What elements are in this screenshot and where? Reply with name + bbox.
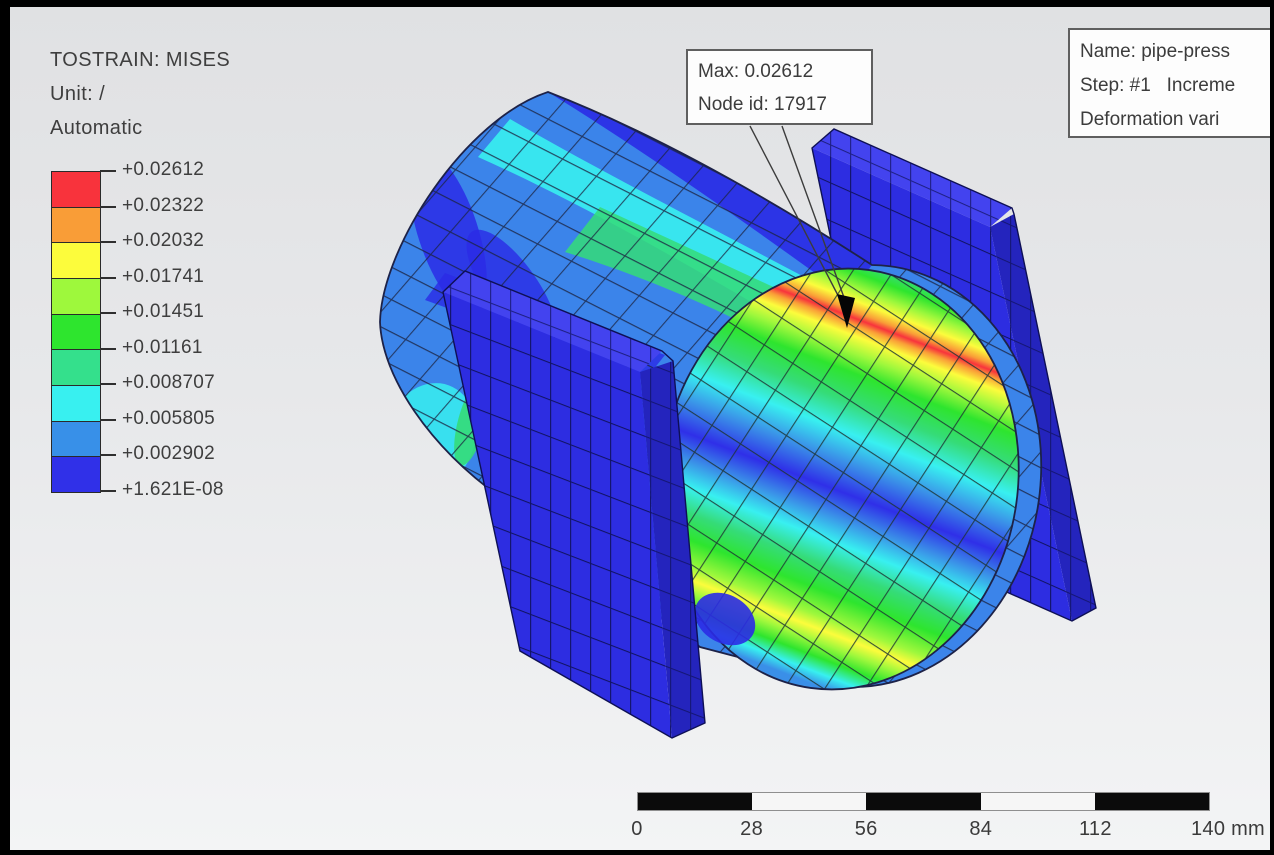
ruler-segment: [752, 793, 867, 810]
legend-band: [52, 172, 100, 208]
legend-tick-label: +0.02032: [122, 230, 205, 252]
legend-tick-mark: [100, 312, 116, 315]
max-arrow-icon: [837, 294, 855, 328]
ruler-tick-label: 56: [854, 818, 878, 840]
scale-ruler: 0 28 56 84 112 140 mm: [631, 792, 1270, 850]
legend-tick-label: +0.01741: [122, 265, 205, 287]
legend-tick-mark: [100, 454, 116, 457]
legend-tick-mark: [100, 347, 116, 350]
ruler-bar: [637, 792, 1210, 811]
legend-band: [52, 279, 100, 315]
ruler-tick-label: 28: [740, 818, 764, 840]
legend-tick-label: +0.02612: [122, 159, 205, 180]
ruler-end-label: 140 mm: [1190, 818, 1266, 840]
max-annotation-box: Max: 0.02612 Node id: 17917: [686, 49, 873, 125]
legend-tick-mark: [100, 205, 116, 208]
legend-tick-mark: [100, 383, 116, 386]
legend-tick-mark: [100, 241, 116, 244]
info-deformation: Deformation vari: [1080, 109, 1220, 130]
legend-tick-label: +0.008707: [122, 372, 216, 394]
legend-scale: +0.02612 +0.02322 +0.02032 +0.01741 +0.01451…: [50, 159, 290, 500]
legend-band: [52, 386, 100, 422]
legend-tick-label: +1.621E-08: [122, 479, 224, 500]
legend-tick-mark: [100, 276, 116, 279]
ruler-tick-label: 0: [631, 818, 643, 840]
legend-tick-mark: [100, 170, 116, 172]
left-plate[interactable]: [442, 270, 706, 739]
max-node-label: Node id: 17917: [698, 94, 827, 115]
legend-colorbar: [51, 171, 101, 493]
max-value-label: Max: 0.02612: [698, 61, 814, 82]
max-leader: [749, 125, 855, 328]
legend-band: [52, 350, 100, 387]
ruler-segment: [638, 793, 753, 810]
legend-tick-mark: [100, 418, 116, 421]
legend-tick-label: +0.01451: [122, 301, 205, 323]
legend-band: [52, 243, 100, 280]
legend-band: [52, 207, 100, 244]
ruler-segment: [980, 793, 1095, 810]
legend-band: [52, 314, 100, 351]
legend-tick-label: +0.002902: [122, 443, 216, 465]
legend-tick-label: +0.005805: [122, 407, 216, 429]
info-name: Name: pipe-press: [1080, 41, 1230, 62]
ruler-segment: [1094, 793, 1210, 810]
legend-tick-label: +0.02322: [122, 194, 205, 216]
legend-title: TOSTRAIN: MISES: [50, 49, 231, 71]
model-info-box: Name: pipe-press Step: #1 Increme Deform…: [1068, 28, 1270, 138]
legend-band: [52, 457, 100, 493]
legend-unit: Unit: /: [50, 83, 106, 105]
fea-model-view[interactable]: [10, 7, 1270, 850]
legend-ticks: +0.02612 +0.02322 +0.02032 +0.01741 +0.01451…: [50, 159, 290, 500]
ruler-segment: [866, 793, 981, 810]
legend: TOSTRAIN: MISES Unit: / Automatic +0.026…: [50, 43, 290, 500]
legend-tick-label: +0.01161: [122, 336, 203, 358]
viewport-canvas[interactable]: TOSTRAIN: MISES Unit: / Automatic +0.026…: [10, 7, 1270, 850]
legend-mode: Automatic: [50, 117, 143, 139]
contact-shadow: [694, 592, 756, 646]
legend-band: [52, 421, 100, 458]
ruler-labels: 0 28 56 84 112 140 mm: [631, 818, 1270, 846]
ruler-tick-label: 112: [1078, 818, 1112, 840]
ruler-tick-label: 84: [969, 818, 993, 840]
legend-tick-mark: [100, 490, 116, 492]
info-step: Step: #1 Increme: [1080, 75, 1236, 96]
